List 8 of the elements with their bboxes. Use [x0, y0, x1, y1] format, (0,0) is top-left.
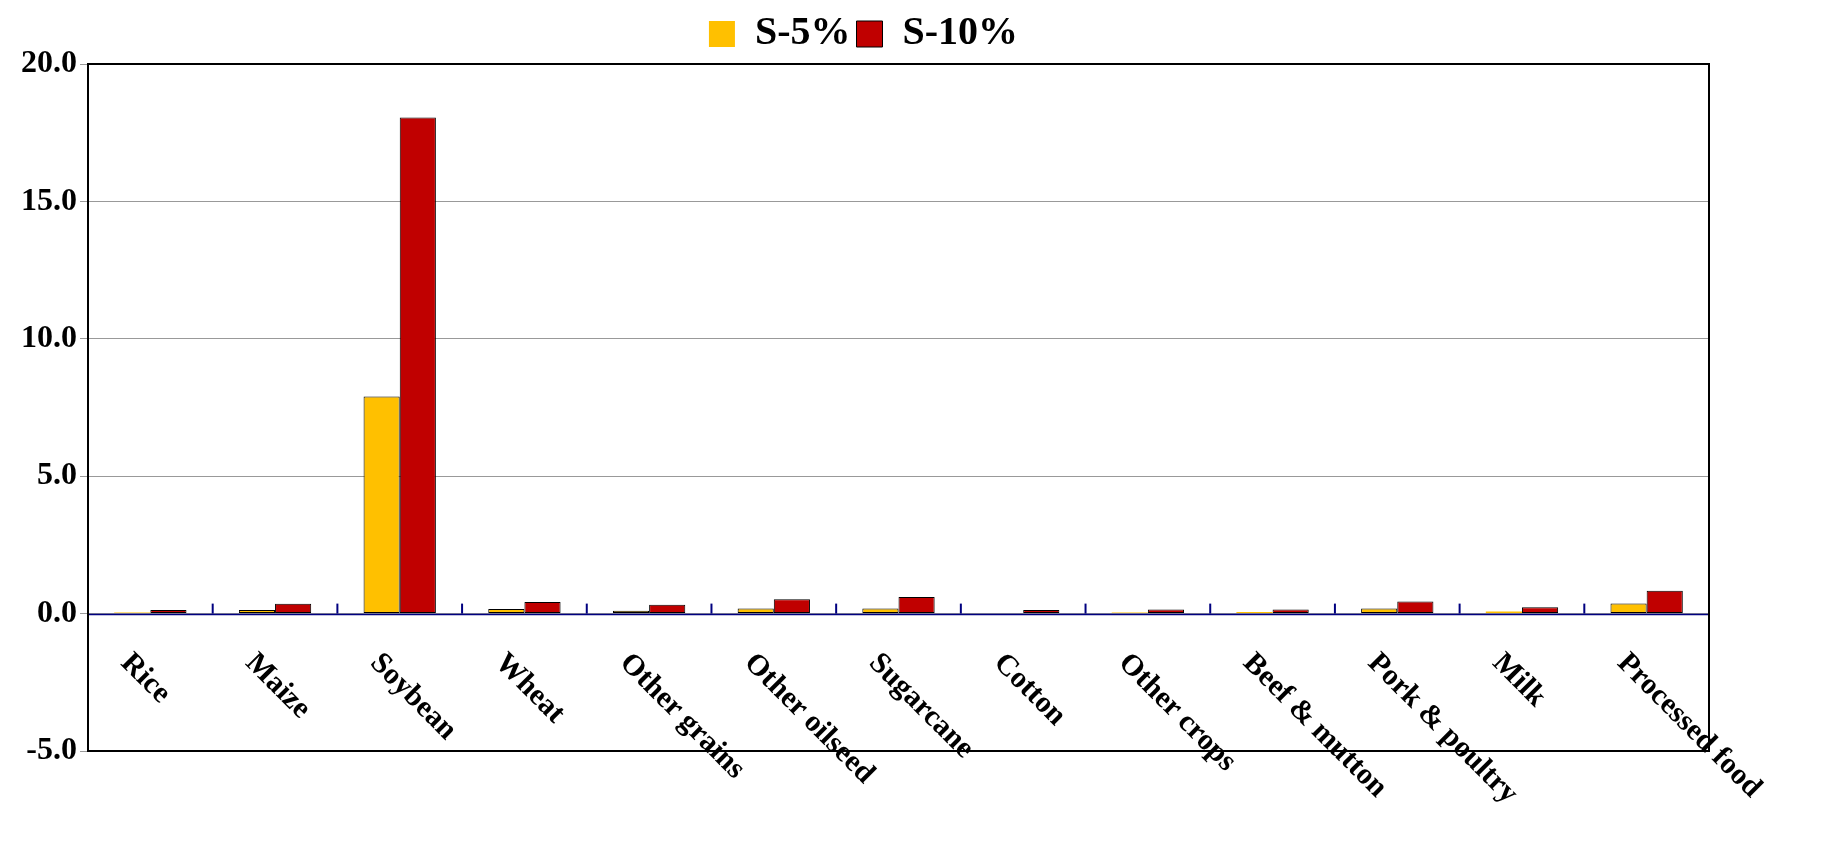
legend-label: S-10% — [902, 8, 1019, 54]
y-tick-label: 0.0 — [37, 592, 77, 629]
y-tick-label: 5.0 — [37, 455, 77, 492]
legend-label: S-5% — [754, 8, 851, 54]
y-tick-label: -5.0 — [26, 730, 77, 767]
y-tick-label: 15.0 — [21, 180, 77, 217]
y-tick-label: 10.0 — [21, 318, 77, 355]
y-tick-label: 20.0 — [21, 43, 77, 80]
